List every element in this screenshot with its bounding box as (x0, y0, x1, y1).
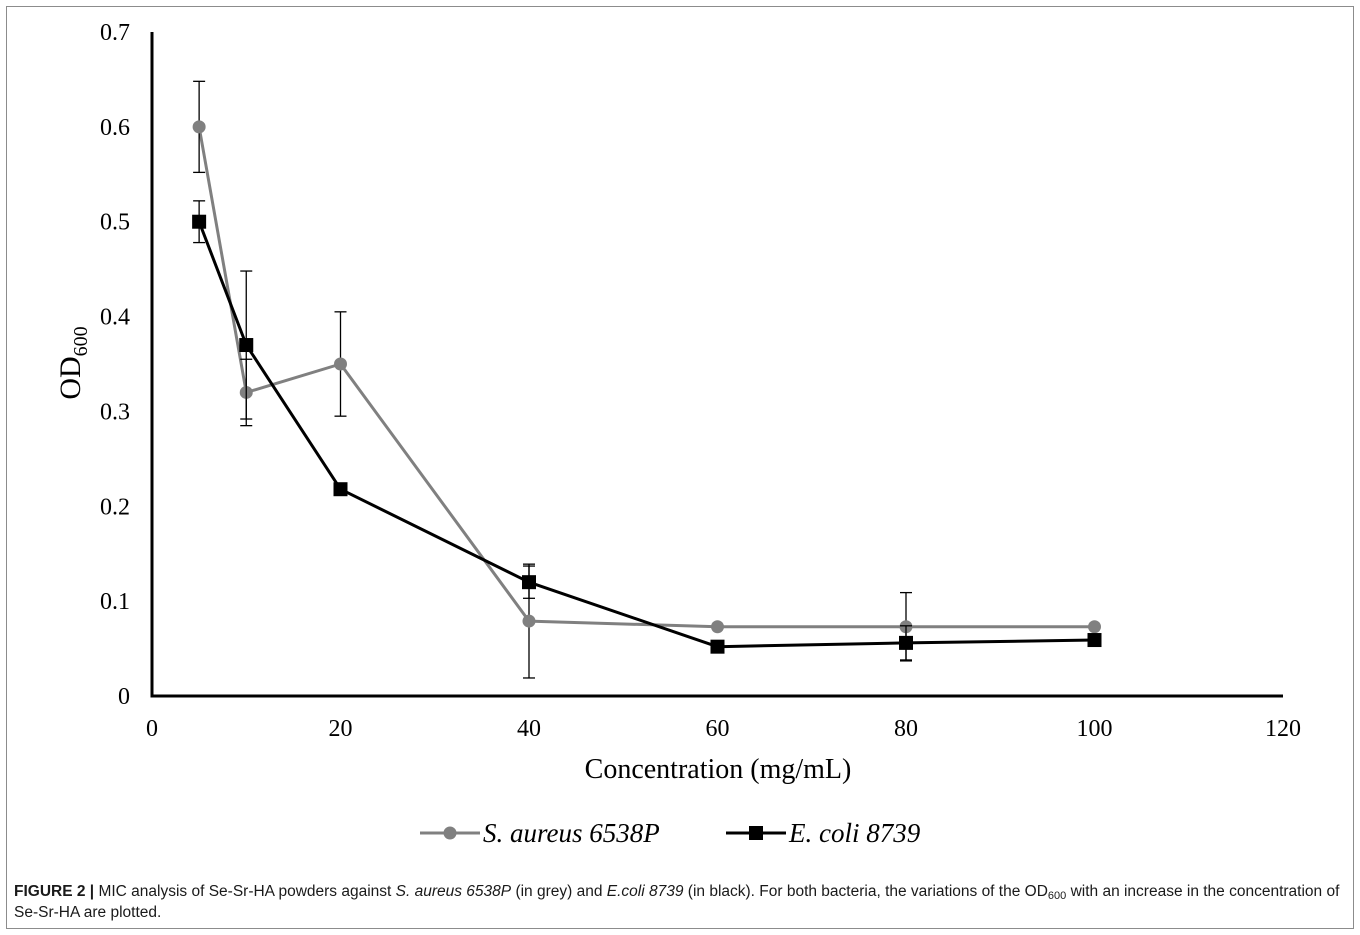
series-line (197, 221, 1095, 649)
legend-label: E. coli 8739 (788, 818, 921, 848)
caption-species-2: E.coli 8739 (606, 883, 684, 900)
plot-area (192, 80, 1102, 679)
x-tick-label: 40 (517, 716, 541, 742)
chart-axes (150, 32, 1283, 698)
caption-label: FIGURE 2 | (14, 883, 95, 900)
y-tick-label: 0.5 (100, 210, 130, 236)
x-axis-label: Concentration (mg/mL) (585, 754, 852, 785)
y-tick-label: 0.7 (100, 20, 130, 46)
legend: S. aureus 6538P E. coli 8739 (420, 818, 921, 848)
data-point (239, 338, 254, 353)
series-e-coli (192, 200, 1102, 661)
data-point (522, 575, 536, 590)
series-line (197, 126, 1095, 629)
figure-frame (6, 6, 1354, 929)
caption-text-3: (in black). For both bacteria, the varia… (683, 883, 1048, 900)
data-point (1088, 620, 1101, 634)
x-tick-label: 0 (146, 716, 158, 742)
x-tick-label: 80 (894, 716, 918, 742)
figure-caption: FIGURE 2 | MIC analysis of Se-Sr-HA powd… (14, 881, 1344, 923)
legend-swatch-marker (443, 826, 457, 840)
y-tick-label: 0.2 (100, 494, 130, 520)
caption-species-1: S. aureus 6538P (395, 883, 512, 900)
line-chart: 0 0.1 0.2 0.3 0.4 0.5 0.6 0.7 0 20 40 60 80 100 120 OD… (54, 20, 1301, 848)
y-tick-label: 0.1 (100, 589, 130, 615)
y-axis-label-sub: 600 (70, 326, 92, 356)
y-axis-label-main: OD (54, 356, 87, 399)
y-tick-label: 0 (118, 684, 130, 710)
x-tick-label: 20 (329, 716, 353, 742)
data-point (333, 482, 348, 497)
series-s-aureus (192, 80, 1101, 679)
data-point (192, 120, 206, 134)
data-point (192, 214, 207, 229)
data-point (522, 614, 536, 628)
data-point (1087, 633, 1102, 648)
y-axis-label: OD600 (54, 326, 92, 399)
legend-swatch-marker (749, 826, 763, 840)
legend-label: S. aureus 6538P (483, 818, 660, 848)
data-point (711, 620, 724, 634)
caption-text-1: MIC analysis of Se-Sr-HA powders against (94, 883, 396, 900)
data-point (899, 635, 913, 650)
legend-item-s-aureus: S. aureus 6538P (420, 818, 660, 848)
y-tick-label: 0.3 (100, 399, 130, 425)
tick-labels: 0 0.1 0.2 0.3 0.4 0.5 0.6 0.7 0 20 40 60 80 100 120 (100, 20, 1301, 742)
caption-text-2: (in grey) and (511, 883, 607, 900)
x-tick-label: 120 (1265, 716, 1301, 742)
x-tick-label: 100 (1077, 716, 1113, 742)
x-tick-label: 60 (706, 716, 730, 742)
caption-text-4: with an increase in the concentration of… (14, 883, 1340, 921)
data-point (334, 357, 347, 371)
legend-item-e-coli: E. coli 8739 (726, 818, 921, 848)
y-tick-label: 0.4 (100, 305, 130, 331)
data-point (710, 639, 725, 654)
y-tick-label: 0.6 (100, 115, 130, 141)
caption-subscript: 600 (1047, 890, 1067, 902)
